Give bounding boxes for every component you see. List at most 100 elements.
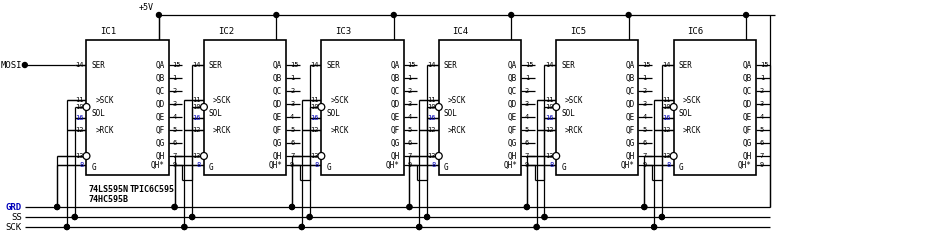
Text: 3: 3 xyxy=(525,101,529,107)
Circle shape xyxy=(72,215,77,219)
Text: TPIC6C595: TPIC6C595 xyxy=(130,184,174,193)
Circle shape xyxy=(436,104,442,111)
Circle shape xyxy=(318,153,325,159)
Text: QF: QF xyxy=(390,125,399,134)
Circle shape xyxy=(289,205,295,209)
Circle shape xyxy=(553,104,560,111)
Circle shape xyxy=(55,205,60,209)
Text: IC5: IC5 xyxy=(570,27,586,36)
Bar xyxy=(321,40,404,175)
Text: G: G xyxy=(327,163,331,172)
Circle shape xyxy=(64,225,69,229)
Text: >SCK: >SCK xyxy=(682,95,701,104)
Text: QF: QF xyxy=(743,125,752,134)
Circle shape xyxy=(72,215,77,219)
Text: >RCK: >RCK xyxy=(95,125,114,134)
Text: 13: 13 xyxy=(192,153,201,159)
Text: 8: 8 xyxy=(549,162,553,168)
Bar xyxy=(204,40,286,175)
Text: 4: 4 xyxy=(290,114,294,120)
Text: 13: 13 xyxy=(662,153,671,159)
Text: QH: QH xyxy=(625,151,634,160)
Circle shape xyxy=(508,12,514,17)
Text: SOL: SOL xyxy=(91,109,105,118)
Text: 16: 16 xyxy=(662,115,671,121)
Text: 1: 1 xyxy=(642,75,647,81)
Text: >SCK: >SCK xyxy=(330,95,349,104)
Circle shape xyxy=(651,225,657,229)
Text: 10: 10 xyxy=(192,104,201,110)
Text: 2: 2 xyxy=(290,88,294,94)
Text: 12: 12 xyxy=(192,127,201,133)
Text: QB: QB xyxy=(508,73,517,83)
Text: 16: 16 xyxy=(310,115,318,121)
Text: QH*: QH* xyxy=(503,160,517,170)
Text: QA: QA xyxy=(625,61,634,69)
Text: QH: QH xyxy=(508,151,517,160)
Text: 13: 13 xyxy=(310,153,318,159)
Circle shape xyxy=(407,205,411,209)
Text: SER: SER xyxy=(209,61,223,69)
Text: 11: 11 xyxy=(75,97,84,103)
Text: >SCK: >SCK xyxy=(448,95,466,104)
Circle shape xyxy=(535,225,539,229)
Text: QB: QB xyxy=(390,73,399,83)
Text: 3: 3 xyxy=(759,101,764,107)
Text: 15: 15 xyxy=(408,62,416,68)
Circle shape xyxy=(307,215,312,219)
Text: SER: SER xyxy=(327,61,341,69)
Text: 5: 5 xyxy=(408,127,411,133)
Text: QG: QG xyxy=(743,139,752,148)
Text: 1: 1 xyxy=(525,75,529,81)
Text: 2: 2 xyxy=(408,88,411,94)
Text: QC: QC xyxy=(508,87,517,95)
Text: 13: 13 xyxy=(427,153,436,159)
Text: 1: 1 xyxy=(759,75,764,81)
Text: IC6: IC6 xyxy=(688,27,703,36)
Circle shape xyxy=(417,225,422,229)
Circle shape xyxy=(670,104,677,111)
Text: 5: 5 xyxy=(525,127,529,133)
Text: 3: 3 xyxy=(290,101,294,107)
Text: 6: 6 xyxy=(759,140,764,146)
Text: 10: 10 xyxy=(310,104,318,110)
Text: QA: QA xyxy=(743,61,752,69)
Text: 9: 9 xyxy=(173,162,177,168)
Text: 74HC595B: 74HC595B xyxy=(89,194,129,203)
Text: 11: 11 xyxy=(310,97,318,103)
Text: MOSI: MOSI xyxy=(0,61,21,69)
Text: 7: 7 xyxy=(290,153,294,159)
Text: 15: 15 xyxy=(290,62,299,68)
Text: 11: 11 xyxy=(545,97,553,103)
Circle shape xyxy=(436,153,442,159)
Text: >SCK: >SCK xyxy=(213,95,231,104)
Text: 9: 9 xyxy=(408,162,411,168)
Circle shape xyxy=(201,153,207,159)
Text: 12: 12 xyxy=(662,127,671,133)
Text: 13: 13 xyxy=(545,153,553,159)
Text: IC1: IC1 xyxy=(100,27,117,36)
Text: 16: 16 xyxy=(75,115,84,121)
Circle shape xyxy=(642,205,647,209)
Text: G: G xyxy=(561,163,565,172)
Text: QC: QC xyxy=(625,87,634,95)
Text: QF: QF xyxy=(508,125,517,134)
Text: 16: 16 xyxy=(192,115,201,121)
Circle shape xyxy=(55,205,60,209)
Text: QE: QE xyxy=(390,113,399,122)
Text: QC: QC xyxy=(156,87,165,95)
Text: G: G xyxy=(209,163,214,172)
Circle shape xyxy=(670,153,677,159)
Text: 7: 7 xyxy=(642,153,647,159)
Text: QC: QC xyxy=(743,87,752,95)
Text: 1: 1 xyxy=(173,75,177,81)
Text: 5: 5 xyxy=(290,127,294,133)
Circle shape xyxy=(407,205,411,209)
Text: QG: QG xyxy=(156,139,165,148)
Text: 10: 10 xyxy=(427,104,436,110)
Text: 7: 7 xyxy=(525,153,529,159)
Circle shape xyxy=(22,62,27,68)
Text: QF: QF xyxy=(273,125,282,134)
Text: 2: 2 xyxy=(759,88,764,94)
Text: 3: 3 xyxy=(173,101,177,107)
